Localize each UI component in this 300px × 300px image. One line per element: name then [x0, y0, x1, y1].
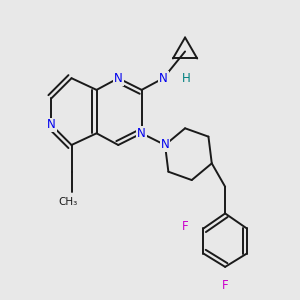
Text: F: F	[222, 279, 229, 292]
Text: N: N	[161, 139, 170, 152]
Text: N: N	[47, 118, 56, 131]
Text: N: N	[137, 127, 146, 140]
Text: N: N	[159, 72, 168, 85]
Text: CH₃: CH₃	[58, 197, 78, 207]
Text: N: N	[114, 72, 123, 85]
Text: F: F	[182, 220, 188, 233]
Text: H: H	[182, 72, 190, 85]
